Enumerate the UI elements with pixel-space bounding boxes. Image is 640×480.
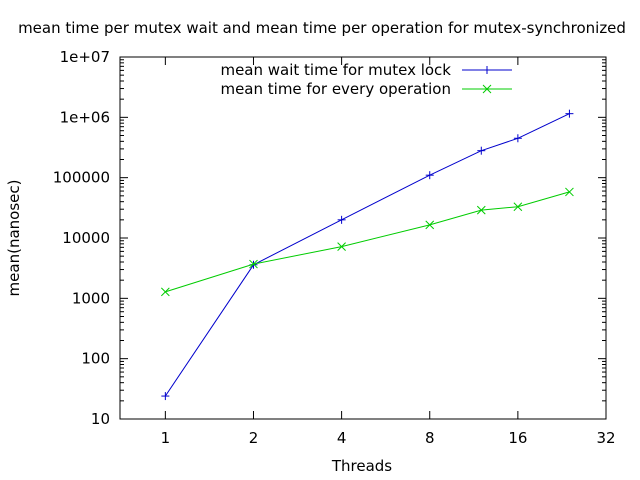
series-1-point-2 bbox=[337, 242, 346, 251]
series-0-point-4 bbox=[477, 146, 486, 155]
y-axis-label: mean(nanosec) bbox=[5, 180, 23, 297]
x-axis-label: Threads bbox=[331, 457, 392, 475]
y-tick-label-100000: 100000 bbox=[53, 169, 110, 187]
x-tick-label-8: 8 bbox=[425, 429, 435, 447]
series-0-point-0 bbox=[161, 392, 170, 401]
series-1-point-4 bbox=[476, 205, 486, 215]
series-0-point-3 bbox=[425, 171, 434, 180]
x-axis: 1 2 4 8 16 32 bbox=[161, 57, 616, 447]
x-tick-label-4: 4 bbox=[337, 429, 347, 447]
legend-marker-1 bbox=[482, 84, 492, 94]
series-1-point-0 bbox=[160, 287, 170, 297]
series-1-point-3 bbox=[425, 220, 435, 230]
legend-label-1: mean time for every operation bbox=[220, 80, 451, 98]
y-tick-label-10000000: 1e+07 bbox=[60, 48, 110, 66]
chart-title: mean time per mutex wait and mean time p… bbox=[18, 19, 626, 37]
y-tick-label-1000: 1000 bbox=[72, 289, 110, 307]
series-0-point-6 bbox=[565, 109, 574, 118]
series-layer bbox=[160, 109, 574, 401]
legend-marker-0 bbox=[483, 66, 491, 74]
legend-label-0: mean wait time for mutex lock bbox=[220, 61, 451, 79]
series-0-point-5 bbox=[513, 134, 522, 143]
series-line-0 bbox=[164, 113, 570, 397]
x-tick-label-16: 16 bbox=[508, 429, 527, 447]
series-1-point-6 bbox=[565, 187, 574, 197]
series-0-point-2 bbox=[337, 215, 346, 224]
y-axis: 10 100 1000 10000 100000 1e+06 1e+07 bbox=[53, 48, 606, 428]
y-tick-label-1000000: 1e+06 bbox=[60, 108, 110, 126]
y-tick-label-100: 100 bbox=[81, 350, 110, 368]
y-tick-label-10000: 10000 bbox=[62, 229, 110, 247]
plot-area-border bbox=[119, 56, 607, 420]
x-tick-label-32: 32 bbox=[596, 429, 615, 447]
series-1-point-5 bbox=[513, 202, 523, 212]
x-tick-label-2: 2 bbox=[249, 429, 259, 447]
y-tick-label-10: 10 bbox=[91, 410, 110, 428]
series-1-point-1 bbox=[249, 259, 258, 269]
x-tick-label-1: 1 bbox=[161, 429, 171, 447]
